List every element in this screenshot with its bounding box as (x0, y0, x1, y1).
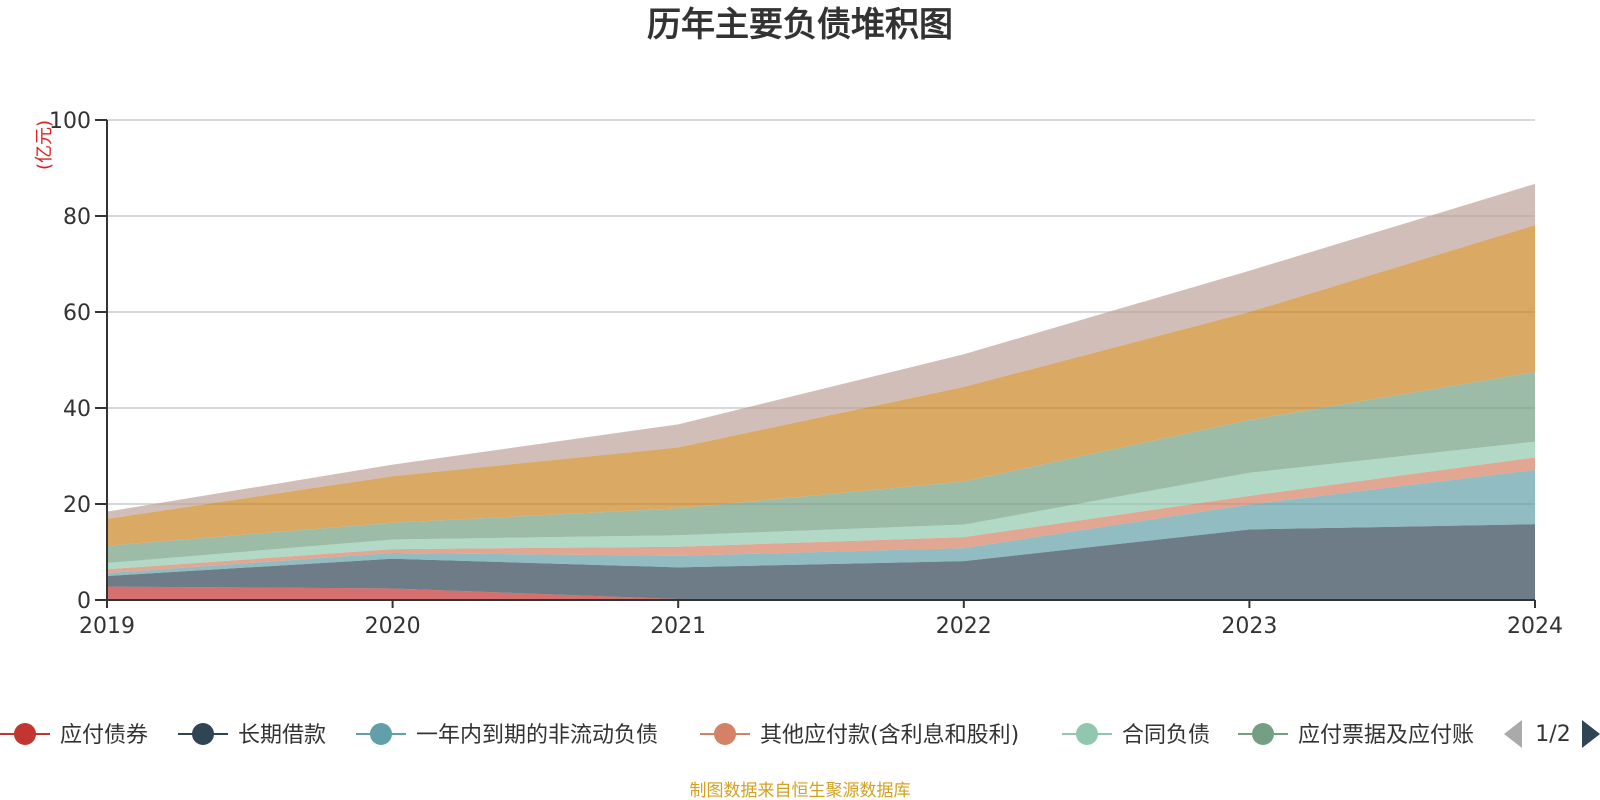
legend-item-1[interactable]: 长期借款 (178, 723, 326, 748)
chart-title: 历年主要负债堆积图 (647, 5, 953, 45)
y-tick-label: 0 (77, 589, 91, 614)
y-tick-label: 40 (63, 397, 91, 422)
legend-marker-icon (192, 723, 214, 745)
legend-pager: 1/2 (1504, 720, 1600, 748)
legend-marker-icon (714, 723, 736, 745)
x-tick-label: 2020 (365, 614, 421, 639)
legend-marker-icon (370, 723, 392, 745)
legend-label: 合同负债 (1122, 723, 1210, 748)
x-tick-label: 2024 (1507, 614, 1563, 639)
legend-item-2[interactable]: 一年内到期的非流动负债 (356, 723, 658, 748)
legend-label: 一年内到期的非流动负债 (416, 723, 658, 748)
legend-item-3[interactable]: 其他应付款(含利息和股利) (700, 723, 1019, 748)
legend-label: 长期借款 (238, 723, 326, 748)
x-tick-label: 2023 (1221, 614, 1277, 639)
y-axis-ticks: 0 20 40 60 80 100 (49, 109, 107, 614)
axes (106, 120, 1535, 601)
legend-item-5[interactable]: 应付票据及应付账 (1238, 723, 1474, 748)
area-series-1 (107, 524, 1535, 600)
area-series-0 (107, 586, 1535, 600)
source-note: 制图数据来自恒生聚源数据库 (690, 781, 911, 800)
legend-marker-icon (1252, 723, 1274, 745)
x-tick-label: 2021 (650, 614, 706, 639)
legend-marker-icon (1076, 723, 1098, 745)
legend-label: 应付票据及应付账 (1298, 723, 1474, 748)
y-axis-unit: (亿元) (34, 120, 55, 170)
x-tick-label: 2019 (79, 614, 135, 639)
y-tick-label: 20 (63, 493, 91, 518)
legend-label: 其他应付款(含利息和股利) (760, 723, 1019, 748)
legend-item-4[interactable]: 合同负债 (1062, 723, 1210, 748)
area-series-4 (107, 441, 1535, 570)
legend-page-indicator: 1/2 (1535, 722, 1570, 747)
x-tick-label: 2022 (936, 614, 992, 639)
area-series-5 (107, 372, 1535, 564)
stacked-areas (107, 183, 1535, 600)
y-tick-label: 100 (49, 109, 91, 134)
area-series-2 (107, 469, 1535, 576)
x-axis-ticks: 2019 2020 2021 2022 2023 2024 (79, 600, 1563, 639)
area-series-6 (107, 225, 1535, 546)
y-tick-label: 80 (63, 205, 91, 230)
legend-marker-icon (14, 723, 36, 745)
legend-prev-icon[interactable] (1504, 720, 1522, 748)
legend-label: 应付债券 (60, 723, 148, 748)
legend-item-0[interactable]: 应付债券 (0, 723, 148, 748)
legend-next-icon[interactable] (1582, 720, 1600, 748)
y-tick-label: 60 (63, 301, 91, 326)
legend: 应付债券 长期借款 一年内到期的非流动负债 其他应付款(含利息和股利) 合同负债 应付票据… (0, 723, 1474, 748)
area-series-3 (107, 457, 1535, 574)
